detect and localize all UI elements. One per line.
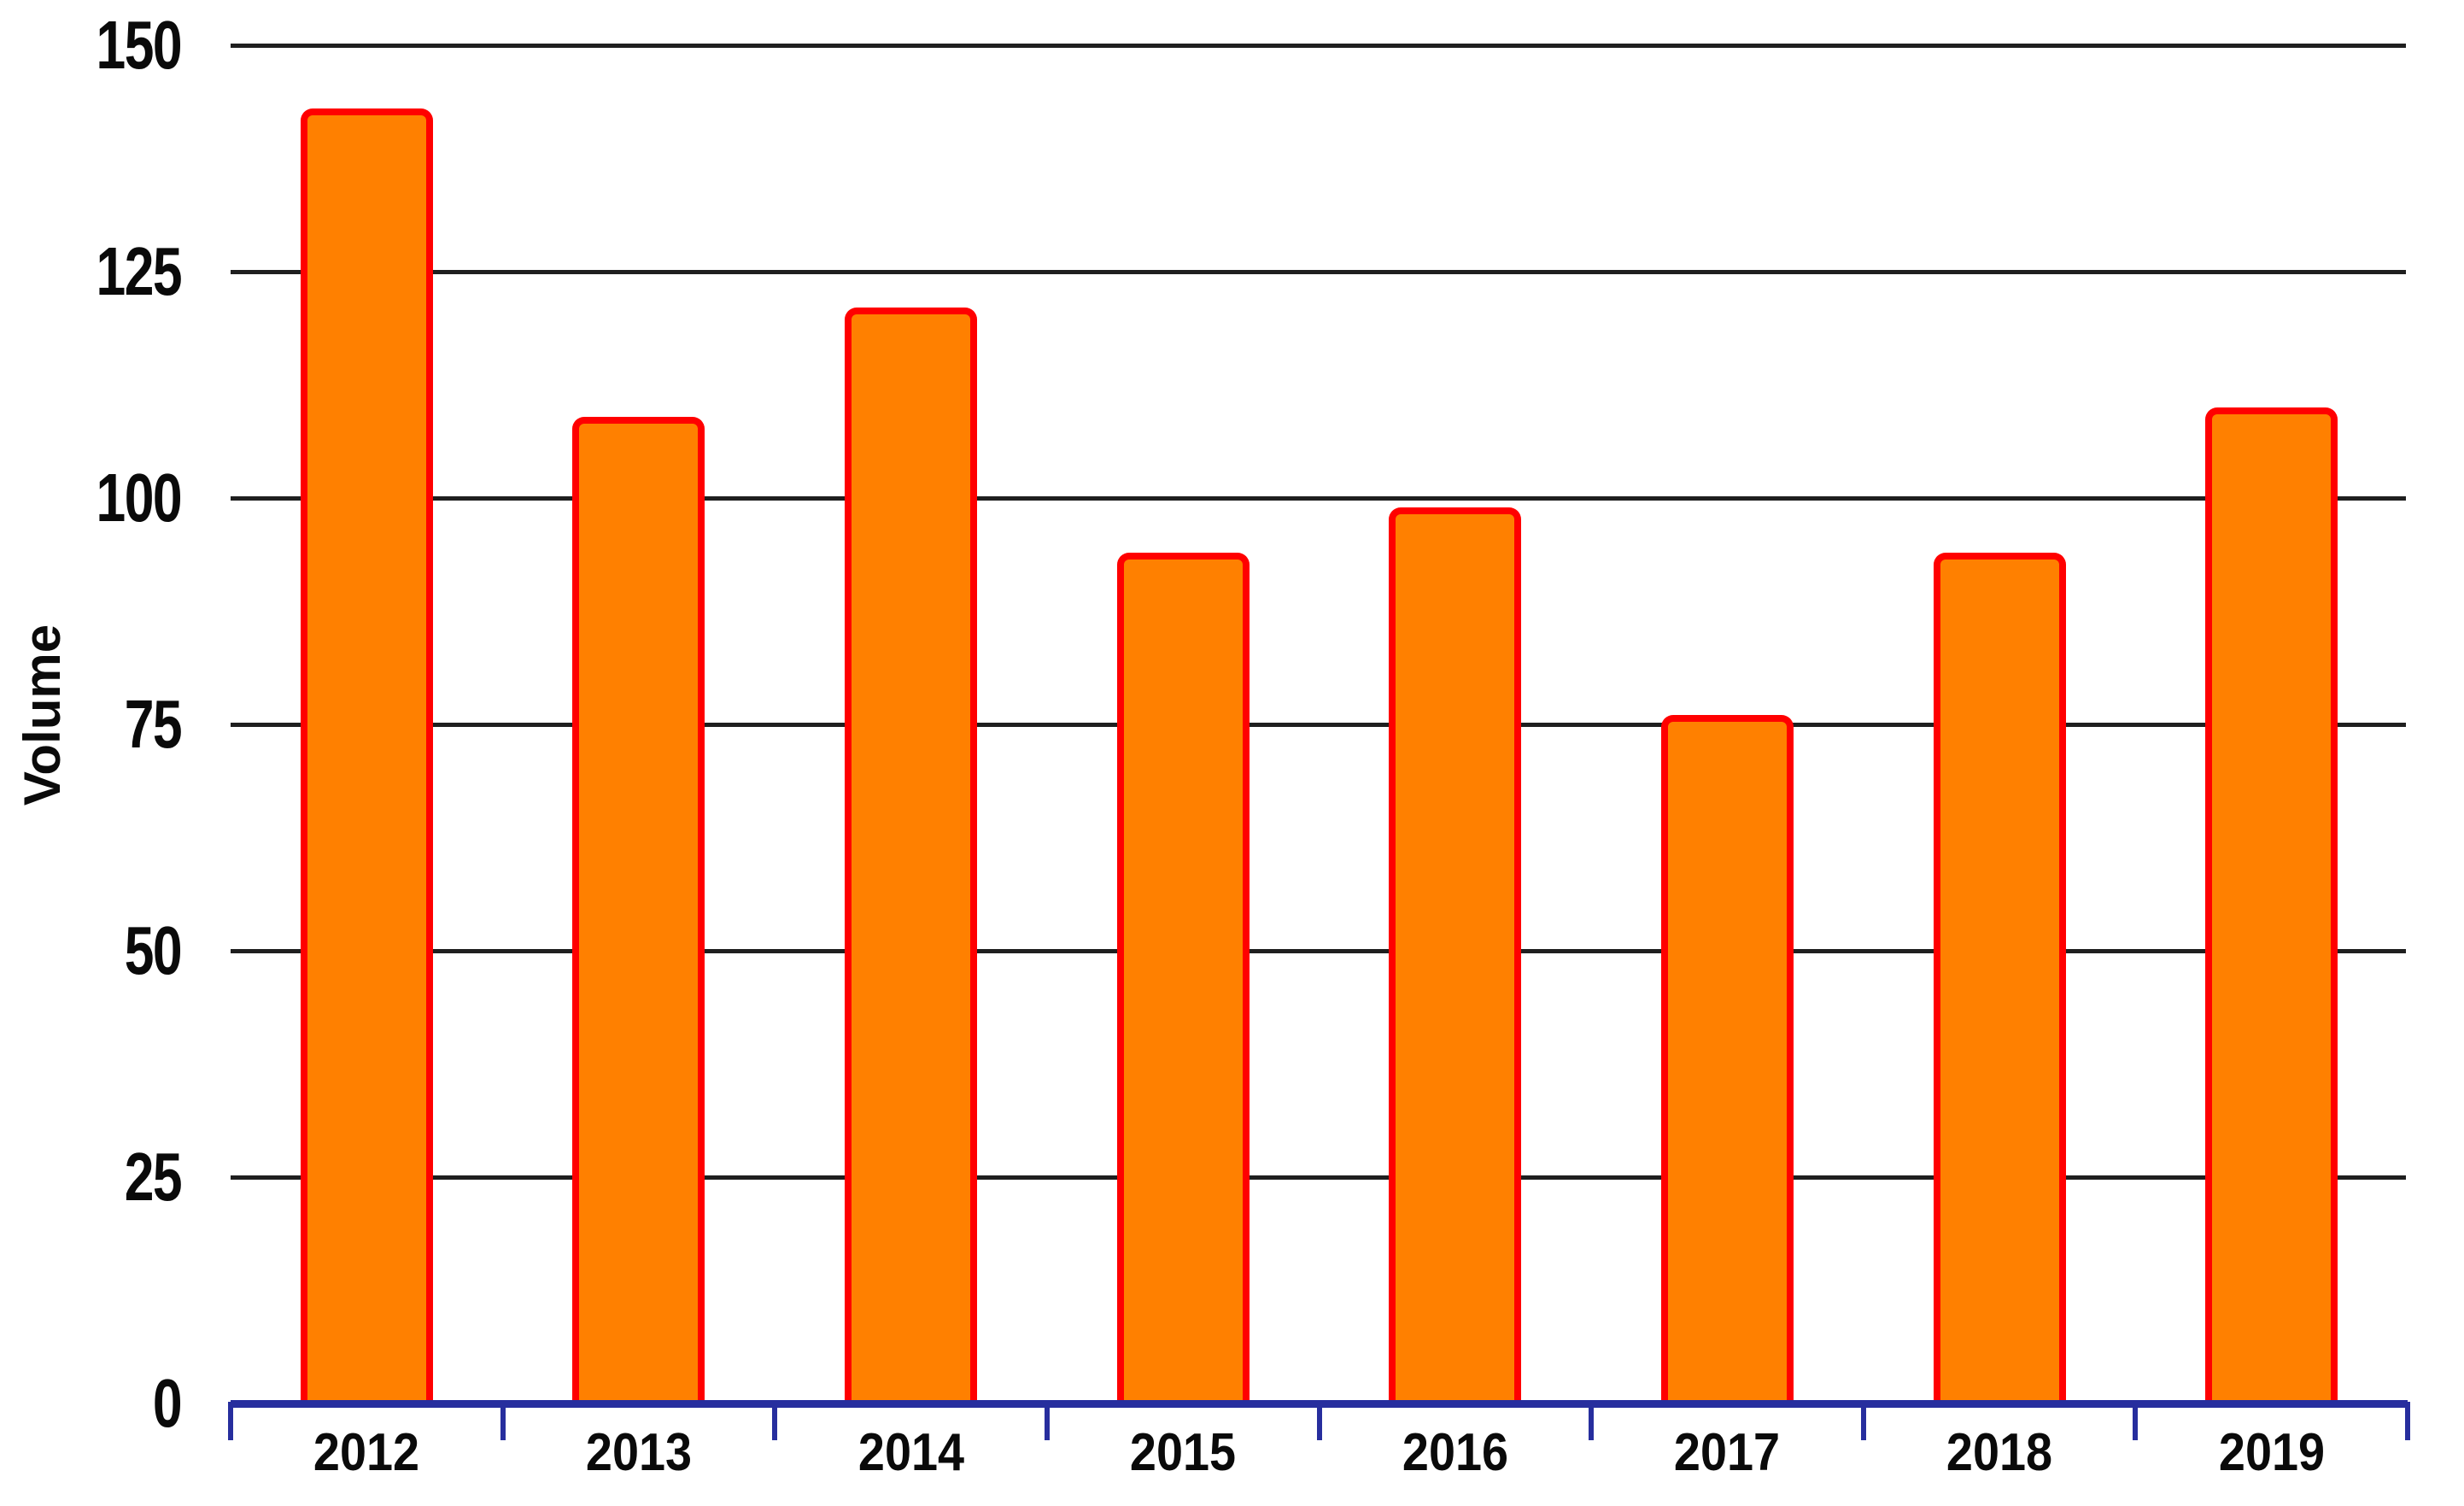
gridline-y-50 — [231, 949, 2406, 953]
gridline-y-25 — [231, 1175, 2406, 1180]
y-tick-label: 75 — [124, 686, 183, 762]
y-tick-label: 100 — [96, 460, 183, 536]
gridline-y-150 — [231, 44, 2406, 48]
x-tick-label: 2013 — [585, 1423, 693, 1482]
y-tick-label: 0 — [152, 1365, 183, 1441]
bar-2018 — [1934, 553, 2066, 1403]
bar-2013 — [572, 417, 705, 1403]
bar-2014 — [845, 308, 977, 1403]
x-tick-label: 2015 — [1129, 1423, 1237, 1482]
y-tick-label: 50 — [124, 912, 183, 988]
x-axis-tick — [228, 1402, 233, 1440]
x-axis-tick — [2405, 1402, 2410, 1440]
x-tick-label: 2012 — [313, 1423, 420, 1482]
y-tick-label: 25 — [124, 1139, 183, 1215]
x-tick-label: 2016 — [1402, 1423, 1509, 1482]
x-axis-tick — [500, 1402, 506, 1440]
x-tick-label: 2014 — [857, 1423, 965, 1482]
gridline-y-100 — [231, 496, 2406, 501]
bar-2016 — [1389, 507, 1521, 1403]
bar-2019 — [2205, 407, 2338, 1403]
x-tick-label: 2017 — [1673, 1423, 1781, 1482]
x-axis-tick — [772, 1402, 777, 1440]
y-tick-label: 125 — [96, 233, 183, 309]
y-tick-label: 150 — [96, 7, 183, 83]
bar-2017 — [1661, 715, 1794, 1403]
x-axis-tick — [1861, 1402, 1866, 1440]
x-tick-label: 2019 — [2218, 1423, 2326, 1482]
x-axis-tick — [2133, 1402, 2138, 1440]
x-axis-tick — [1045, 1402, 1050, 1440]
x-axis-tick — [1317, 1402, 1322, 1440]
x-axis-tick — [1589, 1402, 1594, 1440]
gridline-y-75 — [231, 723, 2406, 727]
x-tick-label: 2018 — [1946, 1423, 2053, 1482]
bar-2015 — [1117, 553, 1250, 1403]
bar-2012 — [301, 108, 433, 1403]
gridline-y-125 — [231, 270, 2406, 274]
